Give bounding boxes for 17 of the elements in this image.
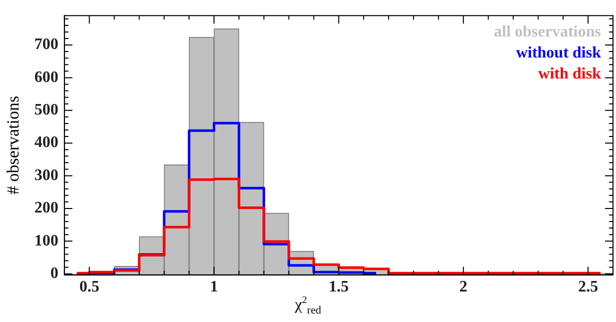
x-tick-label: 2 [459, 278, 468, 296]
y-tick-label: 0 [50, 264, 58, 282]
x-tick-label: 1.5 [328, 278, 349, 296]
y-tick-label: 700 [34, 36, 58, 54]
x-tick-label: 1 [210, 278, 218, 296]
text: all observations [494, 24, 601, 41]
y-tick-label: 500 [34, 102, 58, 119]
y-tick-label: 400 [34, 134, 58, 152]
text: with disk [538, 66, 602, 83]
x-tick-label: 2.5 [578, 278, 598, 296]
text: without disk [516, 44, 602, 62]
y-tick-label: 200 [34, 200, 58, 217]
y-tick-label: 300 [34, 166, 58, 184]
y-axis-title: # observations [4, 96, 23, 195]
y-tick-label: 100 [34, 232, 58, 250]
x-tick-label: 0.5 [79, 278, 100, 296]
y-tick-label: 600 [34, 68, 58, 86]
